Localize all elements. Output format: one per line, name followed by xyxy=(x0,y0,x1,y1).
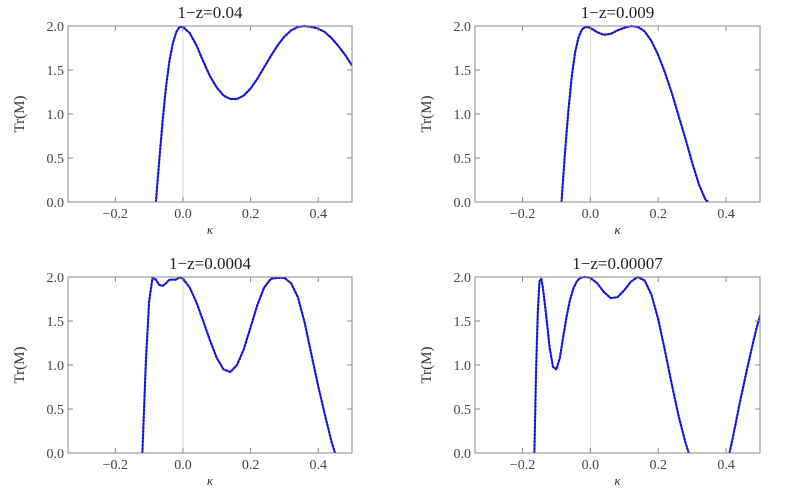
y-tick-label: 0.0 xyxy=(47,196,65,211)
y-tick-label: 2.0 xyxy=(454,271,472,286)
chart-panel-3: −0.2 0.0 0.2 0.4 0.0 0.5 1.0 1.5 2.0 1−z=0.0004 κ T… xyxy=(12,254,353,488)
y-tick-label: 1.5 xyxy=(47,64,65,79)
x-tick-label: 0.2 xyxy=(649,207,667,222)
series-line-1 xyxy=(141,275,337,453)
y-axis-label: Tr(M) xyxy=(12,96,28,133)
x-tick-label: 0.0 xyxy=(582,458,600,473)
chart-panel-4: −0.2 0.0 0.2 0.4 0.0 0.5 1.0 1.5 2.0 1−z=0.00007 κ… xyxy=(419,254,761,488)
y-tick-label: 1.5 xyxy=(47,315,65,330)
y-tick-label: 2.0 xyxy=(47,20,65,35)
y-tick-label: 0.5 xyxy=(454,152,472,167)
x-tick-label: 0.0 xyxy=(174,207,192,222)
x-tick-label: 0.0 xyxy=(582,207,600,222)
y-tick-label: 0.0 xyxy=(47,447,65,462)
series-line-2 xyxy=(728,314,760,453)
x-axis-label: κ xyxy=(614,222,621,237)
x-tick-label: 0.2 xyxy=(242,458,260,473)
x-tick-label: −0.2 xyxy=(510,207,535,222)
plot-frame xyxy=(67,25,353,203)
y-tick-label: 0.0 xyxy=(454,196,472,211)
x-axis-label: κ xyxy=(207,473,214,488)
x-tick-label: −0.2 xyxy=(103,207,128,222)
chart-panel-1: −0.2 0.0 0.2 0.4 0.0 0.5 1.0 1.5 2.0 1−z=0.04 κ Tr(… xyxy=(12,3,353,237)
plot-frame xyxy=(474,25,761,203)
chart-panel-2: −0.2 0.0 0.2 0.4 0.0 0.5 1.0 1.5 2.0 1−z=0.009 κ Tr… xyxy=(419,3,761,237)
x-axis-label: κ xyxy=(207,222,214,237)
y-tick-label: 1.0 xyxy=(47,108,65,123)
y-tick-label: 0.5 xyxy=(47,403,65,418)
y-tick-label: 0.5 xyxy=(47,152,65,167)
x-tick-label: −0.2 xyxy=(510,458,535,473)
x-tick-label: 0.4 xyxy=(717,207,735,222)
y-tick-label: 0.0 xyxy=(454,447,472,462)
plot-frame xyxy=(67,276,353,454)
x-tick-label: 0.4 xyxy=(309,458,327,473)
plot-frame xyxy=(474,276,761,454)
x-tick-label: 0.0 xyxy=(174,458,192,473)
x-tick-label: 0.4 xyxy=(309,207,327,222)
y-tick-label: 1.5 xyxy=(454,315,472,330)
y-axis-label: Tr(M) xyxy=(12,347,28,384)
y-axis-label: Tr(M) xyxy=(419,347,435,384)
y-tick-label: 1.0 xyxy=(454,359,472,374)
chart-title: 1−z=0.04 xyxy=(178,3,243,22)
y-tick-label: 1.5 xyxy=(454,64,472,79)
y-tick-label: 2.0 xyxy=(454,20,472,35)
x-tick-label: 0.2 xyxy=(649,458,667,473)
x-tick-label: 0.4 xyxy=(717,458,735,473)
x-tick-label: −0.2 xyxy=(103,458,128,473)
series-line-1 xyxy=(560,24,711,202)
series-line-1 xyxy=(154,24,352,202)
y-tick-label: 1.0 xyxy=(47,359,65,374)
chart-title: 1−z=0.0004 xyxy=(169,254,251,273)
series-line-1 xyxy=(533,275,690,453)
chart-title: 1−z=0.00007 xyxy=(572,254,663,273)
chart-title: 1−z=0.009 xyxy=(581,3,654,22)
y-tick-label: 1.0 xyxy=(454,108,472,123)
x-axis-label: κ xyxy=(614,473,621,488)
x-tick-label: 0.2 xyxy=(242,207,260,222)
y-axis-label: Tr(M) xyxy=(419,96,435,133)
y-tick-label: 0.5 xyxy=(454,403,472,418)
y-tick-label: 2.0 xyxy=(47,271,65,286)
